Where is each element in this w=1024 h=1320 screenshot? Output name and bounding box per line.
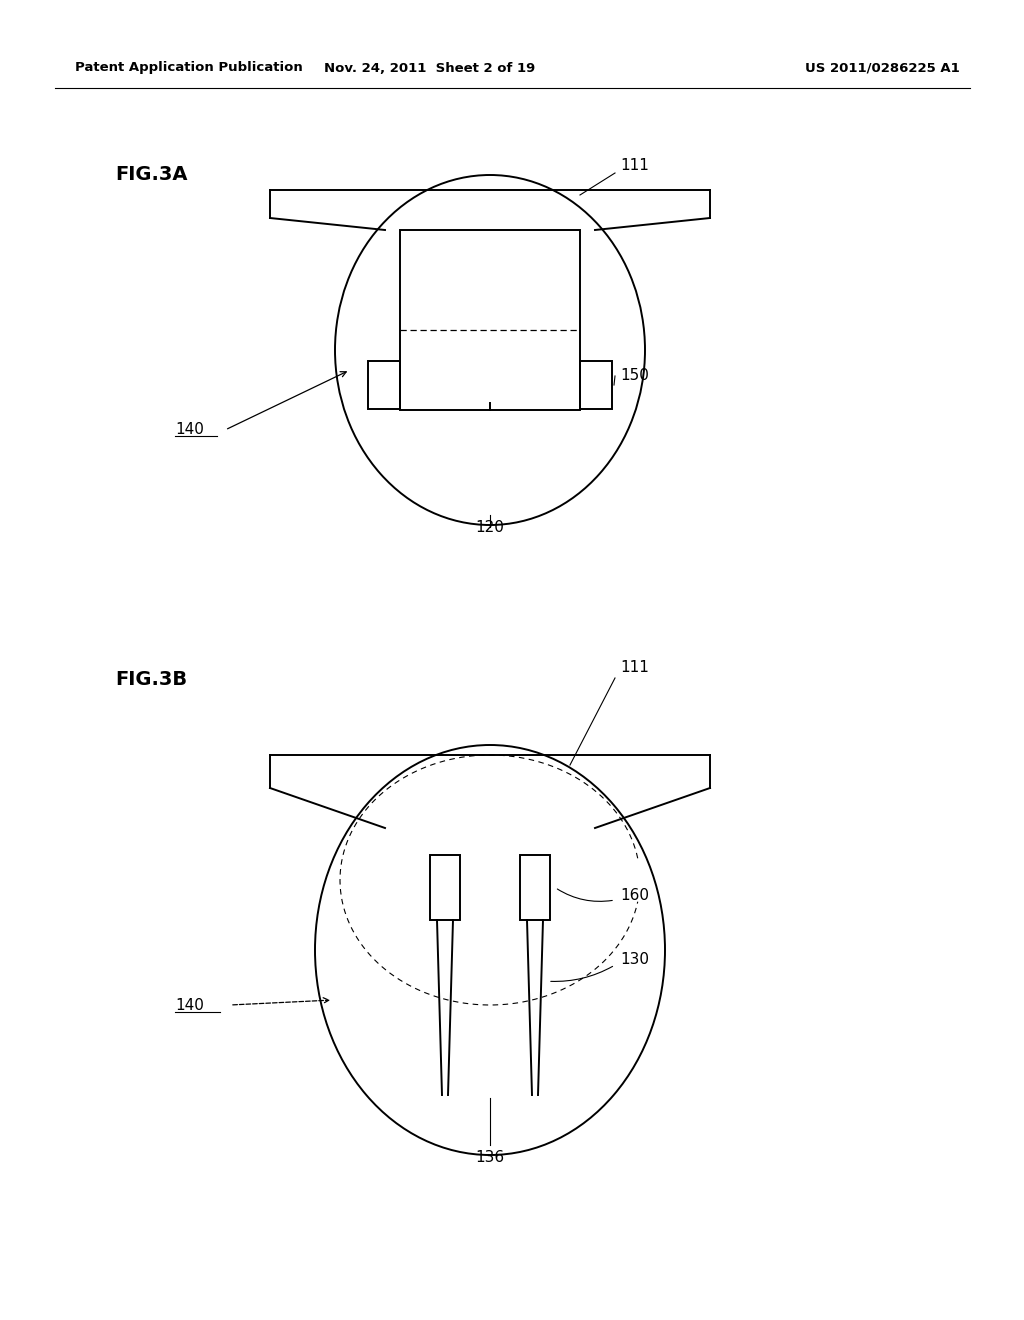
Text: 150: 150: [620, 368, 649, 383]
Text: 140: 140: [175, 998, 204, 1012]
Text: FIG.3B: FIG.3B: [115, 671, 187, 689]
Text: 130: 130: [620, 953, 649, 968]
Text: 111: 111: [620, 660, 649, 675]
Text: Patent Application Publication: Patent Application Publication: [75, 62, 303, 74]
Text: 160: 160: [620, 887, 649, 903]
Text: 120: 120: [475, 520, 505, 535]
Text: FIG.3A: FIG.3A: [115, 165, 187, 183]
Text: Nov. 24, 2011  Sheet 2 of 19: Nov. 24, 2011 Sheet 2 of 19: [325, 62, 536, 74]
Bar: [580, 360, 612, 409]
Bar: [430, 855, 460, 920]
Text: US 2011/0286225 A1: US 2011/0286225 A1: [805, 62, 961, 74]
Bar: [400, 230, 580, 411]
Text: 140: 140: [175, 422, 204, 437]
Text: 136: 136: [475, 1150, 505, 1166]
Bar: [520, 855, 550, 920]
Bar: [368, 360, 400, 409]
Text: 111: 111: [620, 158, 649, 173]
